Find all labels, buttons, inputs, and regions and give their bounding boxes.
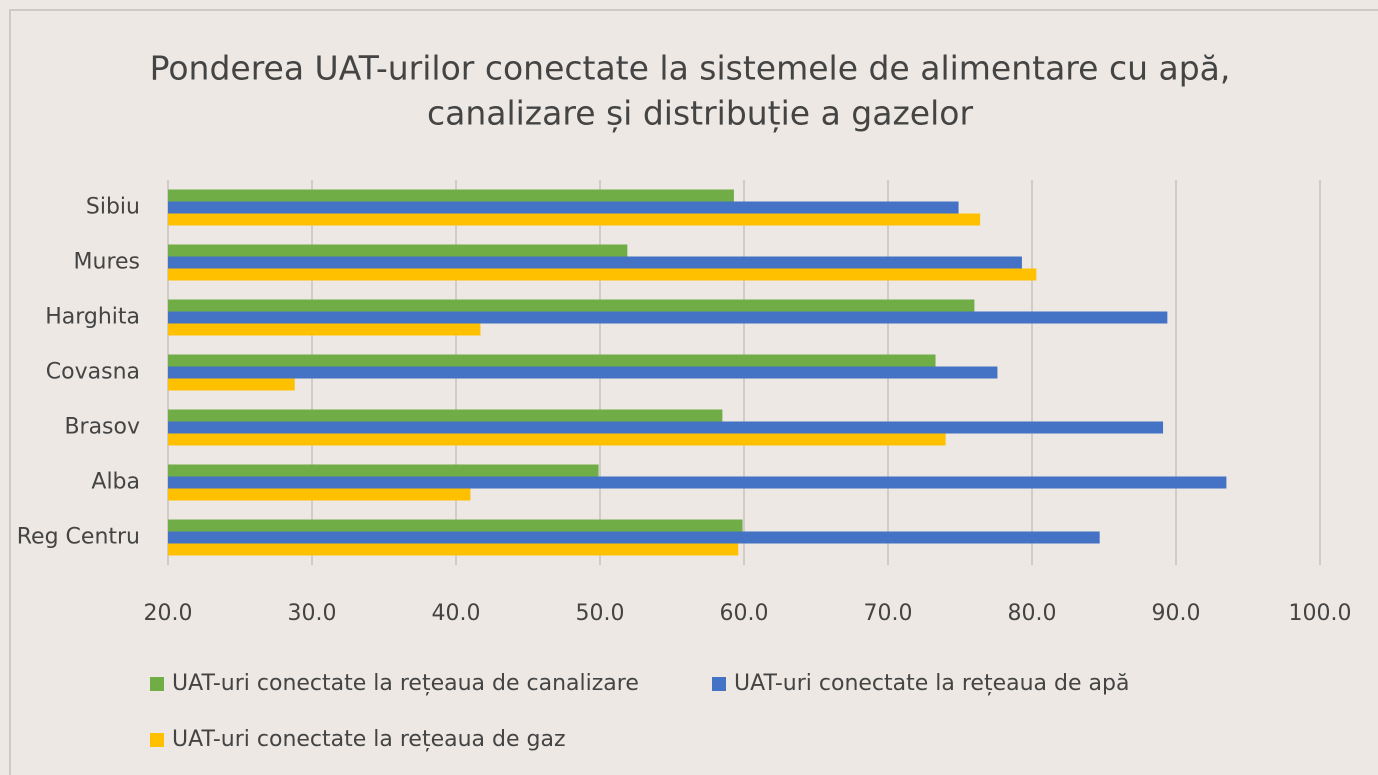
legend-swatch [150,733,164,747]
y-tick-label: Alba [91,470,140,495]
bar [168,488,471,501]
x-tick-label: 40.0 [432,601,481,626]
bar [168,323,481,336]
bar [168,354,936,367]
bar [168,409,723,422]
bar [168,244,628,257]
x-tick-label: 100.0 [1289,601,1352,626]
x-tick-label: 20.0 [144,601,193,626]
y-tick-label: Sibiu [86,195,140,220]
legend-swatch [150,677,164,691]
x-tick-label: 90.0 [1152,601,1201,626]
bar [168,299,975,312]
x-tick-label: 30.0 [288,601,337,626]
legend-label: UAT-uri conectate la rețeaua de canaliza… [172,671,639,696]
bar [168,531,1100,544]
bar [168,213,981,226]
bar [168,464,599,477]
legend-label: UAT-uri conectate la rețeaua de apă [734,671,1129,696]
bar [168,189,734,202]
y-tick-label: Mures [74,250,140,275]
bar [168,476,1227,489]
bar [168,311,1168,324]
bar [168,433,946,446]
bar [168,201,959,214]
bar [168,421,1164,434]
bar [168,378,295,391]
x-tick-label: 70.0 [864,601,913,626]
y-tick-label: Covasna [46,360,140,385]
bar [168,543,739,556]
chart-title: canalizare și distribuție a gazelor [427,94,973,134]
y-tick-label: Brasov [64,415,140,440]
bar [168,519,743,532]
bar [168,366,998,379]
x-tick-label: 60.0 [720,601,769,626]
x-tick-label: 80.0 [1008,601,1057,626]
legend-swatch [712,677,726,691]
y-tick-label: Reg Centru [17,525,140,550]
chart-frame [9,9,1378,775]
bar [168,256,1022,269]
x-tick-label: 50.0 [576,601,625,626]
bar [168,268,1037,281]
chart-title: Ponderea UAT-urilor conectate la sisteme… [150,49,1231,88]
legend-label: UAT-uri conectate la rețeaua de gaz [172,727,566,752]
y-tick-label: Harghita [45,305,140,330]
